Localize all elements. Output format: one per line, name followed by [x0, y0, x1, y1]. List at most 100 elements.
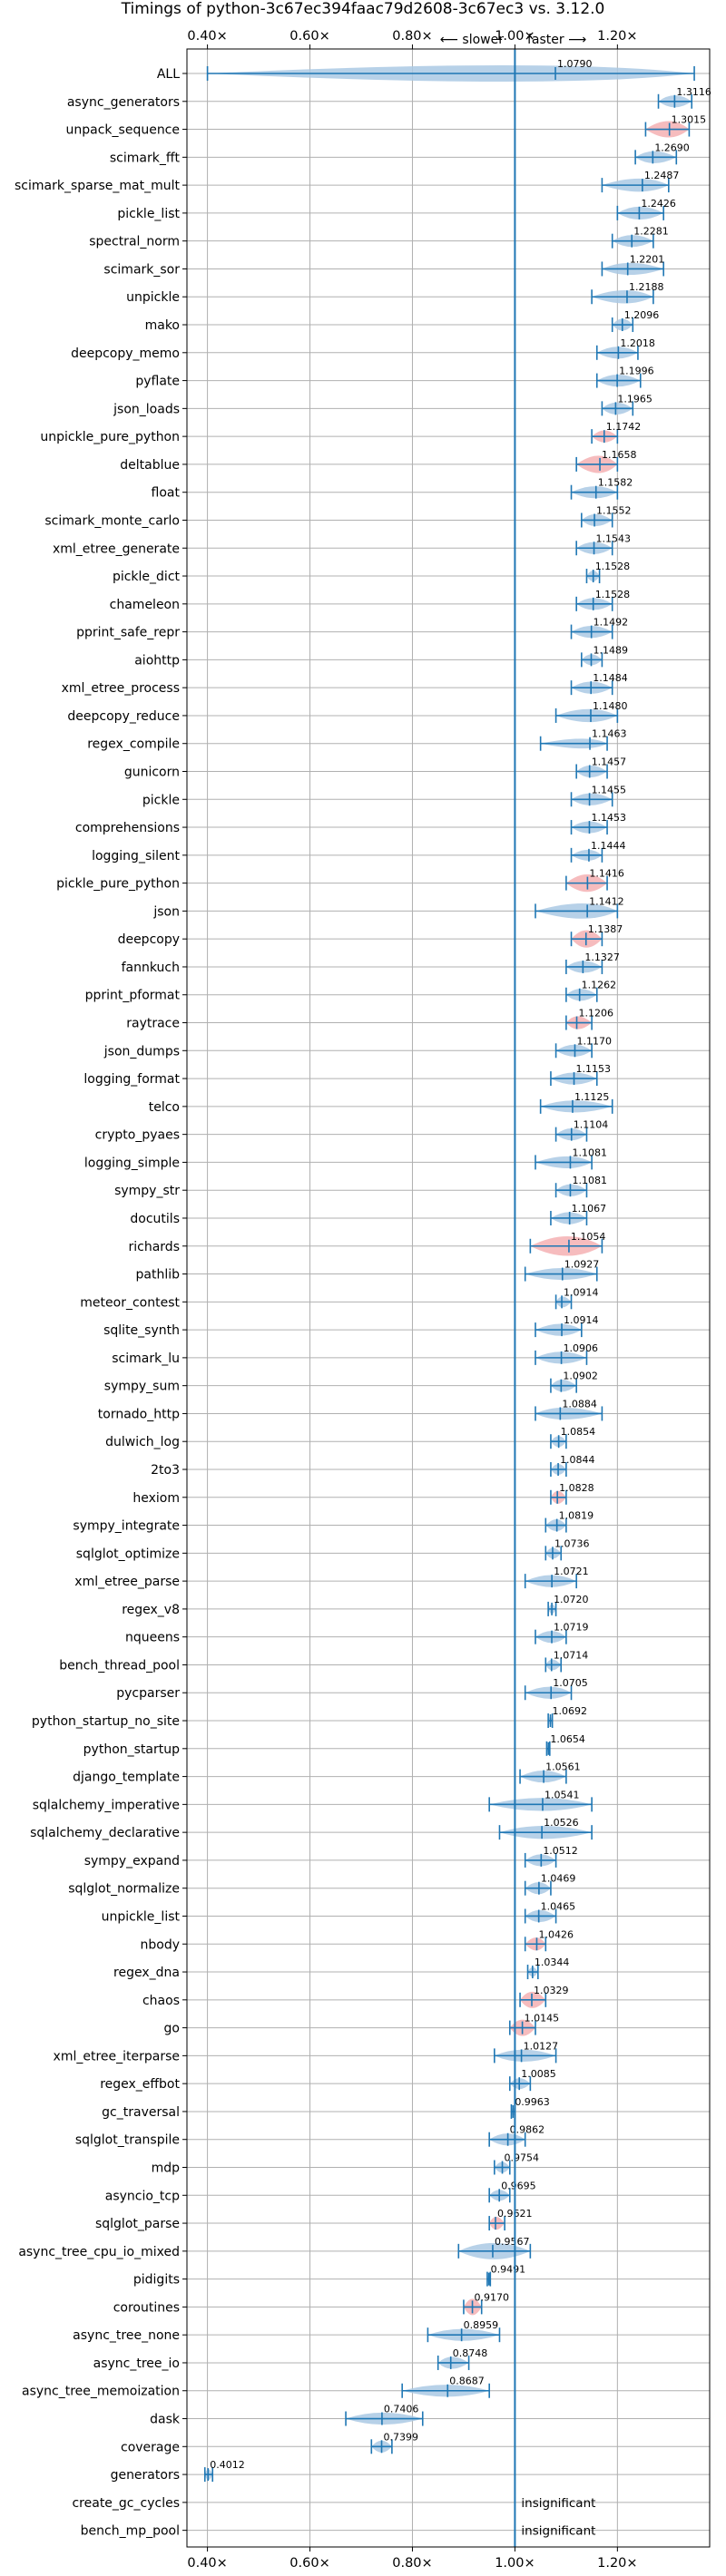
benchmark-name: scimark_monte_carlo	[44, 513, 180, 528]
value-label: 1.0344	[535, 1956, 570, 1968]
benchmark-name: raytrace	[126, 1017, 180, 1031]
value-label: 1.2096	[624, 309, 660, 321]
benchmark-row: xml_etree_process 1.1484	[62, 672, 628, 696]
benchmark-name: pickle	[142, 793, 180, 807]
benchmark-name: xml_etree_iterparse	[54, 2049, 180, 2064]
value-label: 1.0654	[550, 1733, 585, 1745]
value-label: 0.9170	[475, 2291, 510, 2303]
value-label: 0.8959	[464, 2319, 498, 2331]
x-axes: 0.40× 0.40× 0.60× 0.60× 0.80× 0.80× 1.00× 1.00×…	[186, 29, 711, 2571]
value-label: 0.9754	[505, 2152, 540, 2164]
value-label: 1.0705	[553, 1677, 588, 1689]
benchmark-name: create_gc_cycles	[72, 2496, 180, 2511]
benchmark-name: async_tree_memoization	[22, 2385, 180, 2399]
benchmark-name: pickle_dict	[113, 570, 181, 584]
benchmark-row: json 1.1412	[152, 895, 623, 919]
benchmark-row: sqlglot_normalize 1.0469	[68, 1873, 575, 1897]
value-label: 1.1480	[593, 700, 628, 712]
benchmark-name: deepcopy	[118, 932, 180, 947]
benchmark-name: xml_etree_generate	[53, 542, 180, 556]
benchmark-row: sqlalchemy_imperative 1.0541	[33, 1789, 593, 1812]
value-label: 1.1965	[617, 393, 652, 405]
benchmark-name: regex_dna	[113, 1966, 180, 1980]
benchmark-name: gc_traversal	[102, 2105, 180, 2120]
value-label: 1.1067	[572, 1203, 607, 1215]
benchmark-name: mako	[145, 318, 180, 333]
benchmark-row: async_tree_io 0.8748	[93, 2347, 488, 2371]
benchmark-name: telco	[149, 1100, 180, 1115]
value-label: 1.0828	[559, 1482, 594, 1494]
value-label: 1.1054	[571, 1231, 606, 1243]
value-label: 1.1153	[576, 1063, 612, 1075]
value-label: 1.1125	[574, 1091, 610, 1103]
x-tick-label-top: 1.00×	[495, 29, 535, 44]
benchmark-row: sympy_sum 1.0902	[104, 1371, 598, 1394]
value-label: 1.0469	[541, 1873, 576, 1885]
benchmark-row: pidigits 0.9491	[133, 2264, 525, 2288]
benchmark-row: 2to3 1.0844	[151, 1454, 594, 1478]
benchmark-name: pyflate	[135, 375, 180, 389]
value-label: 1.0692	[552, 1705, 587, 1717]
value-label: 1.0927	[564, 1259, 600, 1271]
insignificant-label: insignificant	[521, 2496, 595, 2511]
value-label: 1.0902	[563, 1371, 598, 1382]
benchmark-name: richards	[129, 1240, 181, 1254]
value-label: 1.1444	[591, 840, 626, 852]
benchmark-row: meteor_contest 1.0914	[80, 1286, 598, 1310]
value-label: 1.0145	[525, 2013, 560, 2025]
benchmark-name: dask	[150, 2413, 181, 2427]
value-label: 1.0714	[554, 1649, 589, 1661]
value-label: 1.1463	[592, 728, 627, 740]
benchmark-row: sqlglot_parse0.9621	[95, 2208, 533, 2231]
benchmark-name: unpickle_list	[102, 1909, 181, 1924]
value-label: 1.1081	[572, 1147, 607, 1158]
value-label: 0.9567	[495, 2236, 530, 2248]
benchmark-name: comprehensions	[75, 821, 180, 835]
benchmark-row: deepcopy_reduce 1.1480	[67, 700, 627, 724]
benchmark-row: unpickle_list 1.0465	[102, 1900, 576, 1924]
benchmark-name: go	[164, 2022, 180, 2036]
benchmark-name: coroutines	[113, 2300, 180, 2315]
benchmark-row: ALL 1.0790	[157, 58, 695, 82]
x-tick-label-bottom: 1.00×	[495, 2556, 535, 2571]
benchmark-name: deepcopy_memo	[71, 346, 180, 361]
benchmark-name: scimark_lu	[112, 1351, 180, 1366]
benchmark-row: pycparser 1.0705	[116, 1677, 587, 1701]
benchmark-name: sqlalchemy_declarative	[30, 1826, 180, 1840]
benchmark-name: sympy_expand	[84, 1854, 180, 1869]
value-label: 1.2018	[620, 337, 655, 349]
benchmark-row: scimark_lu 1.0906	[112, 1342, 598, 1366]
benchmark-row: mako 1.2096	[145, 309, 660, 333]
value-label: 1.1528	[595, 561, 631, 572]
benchmark-row: pprint_pformat 1.1262	[85, 980, 617, 1003]
x-tick-label-bottom: 1.20×	[597, 2556, 637, 2571]
benchmark-row: coverage 0.7399	[121, 2431, 418, 2454]
benchmark-name: django_template	[73, 1771, 180, 1785]
benchmark-row: asyncio_tcp 0.9695	[105, 2180, 536, 2203]
benchmark-name: json_dumps	[103, 1044, 180, 1059]
benchmark-row: gunicorn 1.1457	[124, 756, 626, 780]
value-label: 1.1262	[582, 980, 617, 991]
benchmark-row: unpickle 1.2188	[126, 281, 663, 305]
benchmark-row: async_tree_none 0.8959	[73, 2319, 501, 2343]
value-label: 1.0719	[554, 1622, 589, 1634]
value-label: 1.1206	[579, 1008, 614, 1020]
value-label: 1.1492	[594, 617, 629, 629]
x-tick-label-bottom: 0.60×	[289, 2556, 329, 2571]
value-label: 1.1416	[589, 868, 624, 880]
benchmark-row: json_dumps 1.1170	[103, 1035, 612, 1059]
benchmark-name: pycparser	[116, 1686, 180, 1701]
benchmark-row: bench_mp_pool insignificant	[81, 2524, 596, 2539]
benchmark-row: mdp 0.9754	[152, 2152, 539, 2176]
benchmark-name: chaos	[142, 1994, 180, 2008]
benchmark-row: regex_compile 1.1463	[87, 728, 626, 752]
benchmark-name: pprint_pformat	[85, 989, 181, 1003]
benchmark-name: nbody	[141, 1937, 181, 1952]
x-tick-label-top: 0.40×	[187, 29, 227, 44]
benchmark-row: docutils 1.1067	[130, 1203, 606, 1226]
benchmark-name: sqlglot_transpile	[75, 2133, 180, 2148]
benchmark-row: pickle_list 1.2426	[117, 198, 676, 221]
benchmark-row: spectral_norm 1.2281	[89, 226, 669, 249]
benchmark-row: chaos 1.0329	[142, 1985, 568, 2008]
benchmark-name: bench_mp_pool	[81, 2524, 180, 2539]
